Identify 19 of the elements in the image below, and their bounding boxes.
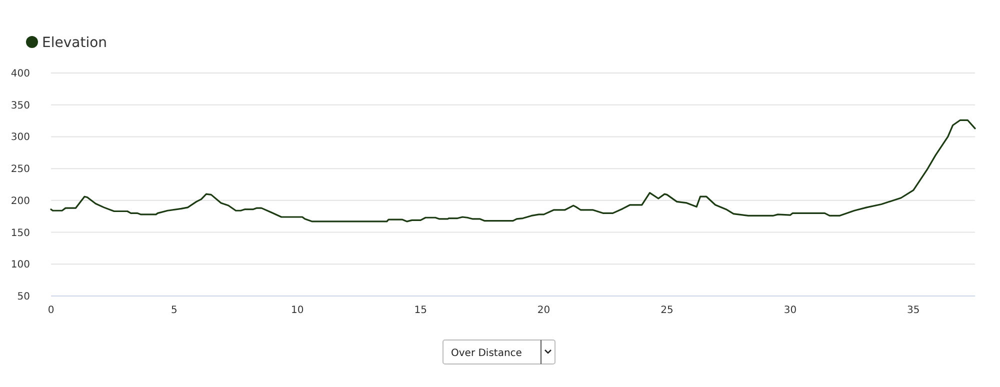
- x-tick-label: 5: [171, 305, 178, 316]
- x-tick-label: 20: [537, 305, 550, 316]
- y-tick-label: 100: [10, 260, 30, 271]
- line-series: [50, 119, 976, 222]
- y-tick-label: 400: [10, 68, 30, 80]
- y-tick-label: 50: [17, 292, 30, 302]
- x-tick-label: 25: [660, 305, 674, 316]
- y-tick-label: 300: [10, 132, 30, 144]
- x-tick-label: 0: [48, 305, 54, 316]
- y-tick-label: 150: [10, 228, 30, 239]
- x-tick-label: 30: [784, 305, 797, 316]
- legend-label: Elevation: [42, 34, 108, 51]
- dropdown-field: Over Distance: [442, 340, 556, 364]
- x-tick-label: 15: [414, 305, 427, 316]
- y-tick-label: 250: [10, 164, 30, 176]
- x-tick-label: 35: [907, 305, 920, 316]
- x-tick-label: 10: [291, 305, 304, 316]
- y-tick-label: 200: [10, 196, 30, 207]
- y-tick-label: 350: [10, 100, 30, 112]
